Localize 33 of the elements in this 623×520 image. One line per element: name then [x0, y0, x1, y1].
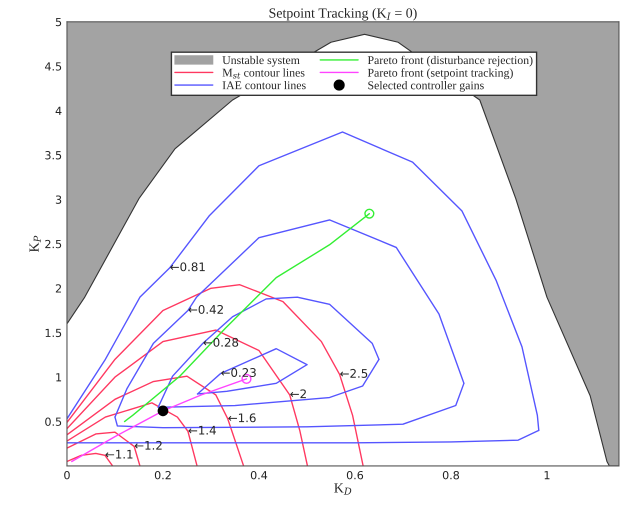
y-tick-label: 0.5 — [45, 417, 62, 426]
annotation: ←0.42 — [188, 304, 223, 314]
legend-label: Selected controller gains — [368, 81, 484, 92]
x-tick-label: 0.4 — [250, 470, 268, 480]
y-tick-label: 4 — [56, 106, 62, 115]
legend-label: Unstable system — [222, 56, 300, 67]
y-tick-label: 4.5 — [44, 62, 62, 71]
x-tick-label: 0.6 — [346, 470, 364, 480]
legend-label: Pareto front (setpoint tracking) — [368, 68, 513, 80]
chart-title: Setpoint Tracking (K$_{I}$ = 0) — [270, 8, 417, 21]
x-tick-label: 0.8 — [442, 470, 460, 480]
annotation: ←2.5 — [340, 368, 368, 378]
x-tick-label: 0 — [64, 470, 70, 480]
x-axis-title: K$_{D}$ — [334, 483, 352, 495]
y-tick-label: 1.5 — [46, 328, 62, 338]
y-tick-label: 3.5 — [45, 151, 62, 160]
annotation: ←1.2 — [134, 440, 162, 450]
legend-label: IAE contour lines — [222, 80, 306, 90]
legend-label: M$_{st}$ contour lines — [222, 68, 304, 78]
annotation: ←1.4 — [188, 426, 216, 435]
x-tick-label: 1 — [544, 471, 550, 480]
annotation: ←1.6 — [228, 413, 256, 422]
y-tick-label: 2 — [56, 284, 61, 293]
y-tick-label: 5 — [56, 18, 62, 26]
annotation: ←0.81 — [170, 262, 205, 272]
y-axis-title: K$_{P}$ — [30, 236, 41, 252]
legend-label: Pareto front (disturbance rejection) — [368, 56, 533, 67]
y-tick-label: 2.5 — [45, 240, 62, 248]
annotation: ←2 — [290, 389, 306, 398]
y-tick-label: 1 — [56, 373, 62, 382]
x-tick-label: 0.2 — [154, 470, 171, 480]
annotation: ←1.1 — [105, 450, 132, 459]
y-tick-label: 3 — [56, 195, 62, 204]
